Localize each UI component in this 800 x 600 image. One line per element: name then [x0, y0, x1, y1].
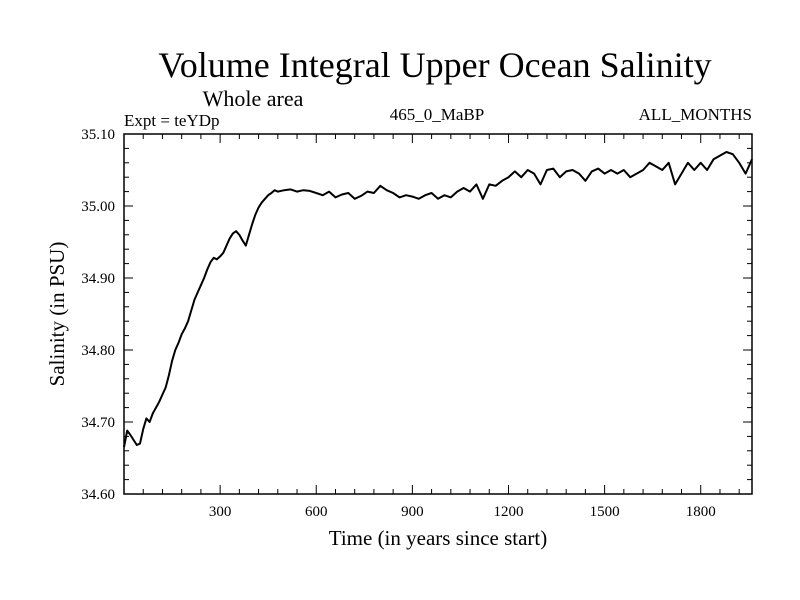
- x-axis-label: Time (in years since start): [329, 526, 548, 550]
- x-tick-label: 300: [209, 504, 232, 520]
- x-tick-label: 1800: [686, 504, 716, 520]
- x-axis-tick-labels: 300 600 900 1200 1500 1800: [209, 504, 716, 520]
- experiment-label: Expt = teYDp: [124, 111, 220, 130]
- y-tick-label: 34.60: [81, 487, 115, 503]
- x-axis-ticks: [123, 134, 740, 494]
- y-axis-label: Salinity (in PSU): [45, 242, 69, 387]
- x-tick-label: 1200: [493, 504, 523, 520]
- plot-frame: [123, 133, 753, 495]
- months-label: ALL_MONTHS: [639, 105, 752, 124]
- y-axis-tick-labels: 34.60 34.70 34.80 34.90 35.00 35.10: [81, 127, 115, 503]
- y-tick-label: 35.10: [81, 127, 115, 143]
- y-tick-label: 34.70: [81, 415, 115, 431]
- x-tick-label: 900: [401, 504, 424, 520]
- y-axis-ticks: [124, 133, 752, 495]
- y-tick-label: 34.80: [81, 343, 115, 359]
- chart-title: Volume Integral Upper Ocean Salinity: [158, 45, 711, 85]
- y-tick-label: 34.90: [81, 271, 115, 287]
- x-tick-label: 600: [305, 504, 328, 520]
- case-label: 465_0_MaBP: [390, 105, 484, 124]
- salinity-series-line: [123, 151, 753, 448]
- y-tick-label: 35.00: [81, 199, 115, 215]
- x-tick-label: 1500: [590, 504, 620, 520]
- chart-subtitle: Whole area: [203, 86, 304, 111]
